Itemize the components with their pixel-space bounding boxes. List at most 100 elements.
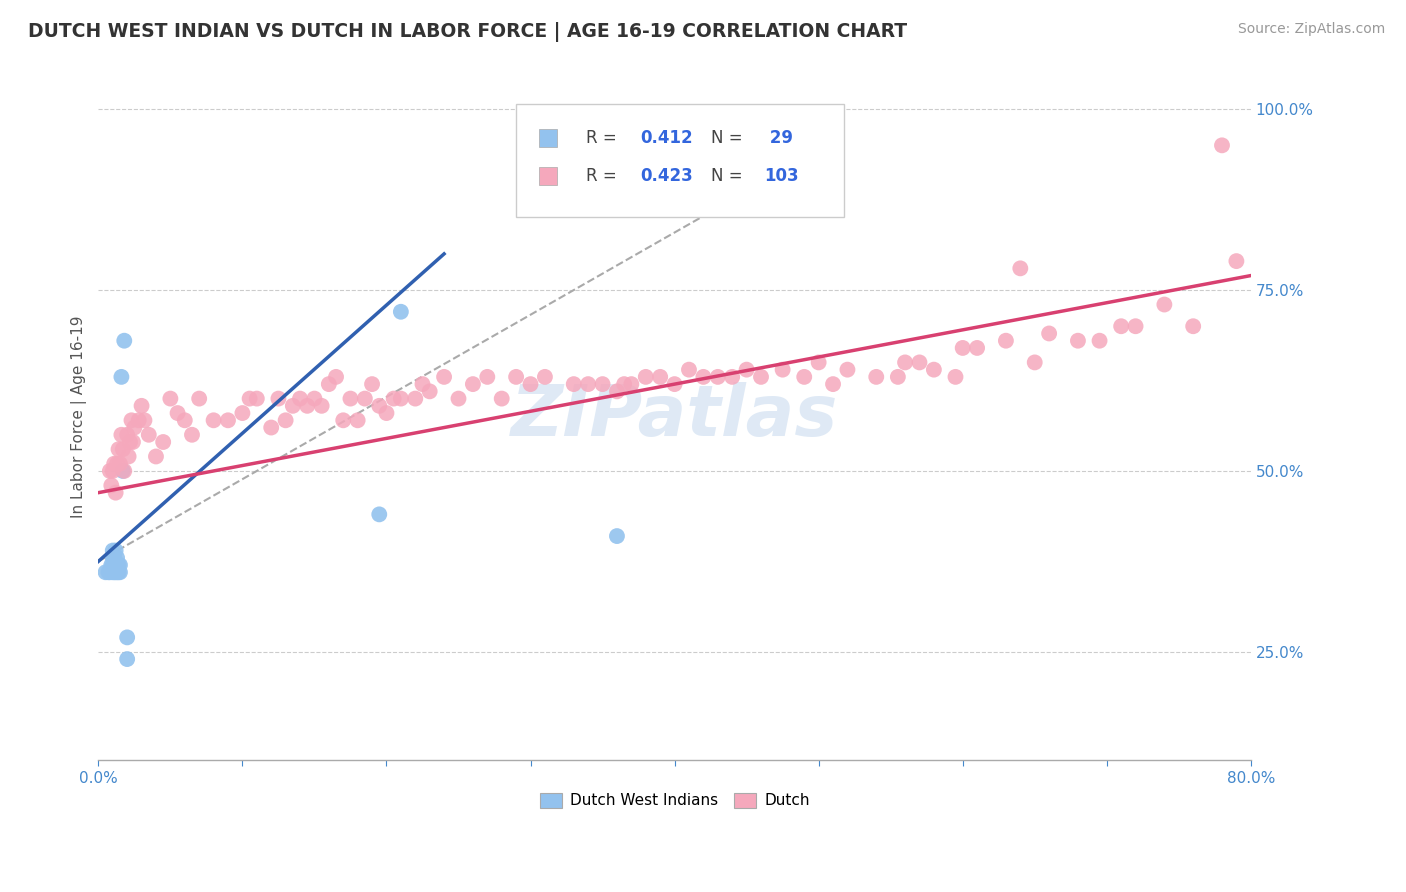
Point [101, 464, 124, 478]
Point [101, 543, 124, 558]
Point [332, 413, 354, 427]
Point [94, 566, 117, 580]
Point [368, 399, 391, 413]
Point [131, 399, 153, 413]
Point [477, 370, 499, 384]
Point [134, 413, 156, 427]
Point [1067, 334, 1090, 348]
Point [122, 435, 145, 450]
Y-axis label: In Labor Force | Age 16-19: In Labor Force | Age 16-19 [72, 316, 87, 518]
Point [260, 420, 283, 434]
Point [231, 406, 253, 420]
Point [419, 384, 441, 399]
Point [101, 550, 124, 565]
Point [382, 392, 405, 406]
Point [145, 450, 167, 464]
Point [346, 413, 368, 427]
Point [966, 341, 988, 355]
Point [117, 450, 139, 464]
Point [491, 392, 513, 406]
Point [274, 413, 297, 427]
Point [361, 377, 384, 392]
Point [375, 406, 398, 420]
Point [945, 370, 967, 384]
Point [1010, 261, 1032, 276]
Point [389, 305, 412, 319]
Point [461, 377, 484, 392]
Point [505, 370, 527, 384]
Text: DUTCH WEST INDIAN VS DUTCH IN LABOR FORCE | AGE 16-19 CORRELATION CHART: DUTCH WEST INDIAN VS DUTCH IN LABOR FORC… [28, 22, 907, 42]
Point [837, 362, 859, 376]
Point [353, 392, 375, 406]
Point [447, 392, 470, 406]
Point [606, 384, 628, 399]
Point [1211, 138, 1233, 153]
Point [620, 377, 643, 392]
Point [105, 558, 128, 572]
Point [97, 566, 120, 580]
Text: 0.412: 0.412 [640, 129, 693, 147]
Point [749, 370, 772, 384]
Point [922, 362, 945, 376]
Point [159, 392, 181, 406]
Point [104, 558, 127, 572]
Point [103, 550, 125, 565]
Point [908, 355, 931, 369]
Point [793, 370, 815, 384]
Point [104, 485, 127, 500]
Point [111, 442, 134, 457]
Point [115, 652, 138, 666]
Point [433, 370, 456, 384]
Point [246, 392, 269, 406]
Point [865, 370, 887, 384]
Point [105, 550, 128, 565]
Point [103, 566, 125, 580]
Text: N =: N = [711, 167, 748, 186]
Point [1088, 334, 1111, 348]
Text: 0.423: 0.423 [640, 167, 693, 186]
Point [107, 442, 129, 457]
Point [692, 370, 714, 384]
Point [118, 435, 141, 450]
Point [664, 377, 686, 392]
Point [103, 457, 125, 471]
Point [110, 427, 132, 442]
Point [411, 377, 433, 392]
Point [239, 392, 262, 406]
Point [202, 413, 225, 427]
Point [772, 362, 794, 376]
Point [1038, 326, 1060, 341]
Point [1153, 297, 1175, 311]
Point [98, 566, 121, 580]
Point [721, 370, 744, 384]
Point [707, 370, 730, 384]
Point [110, 370, 132, 384]
Point [288, 392, 311, 406]
Point [281, 399, 304, 413]
Point [108, 457, 131, 471]
Point [152, 435, 174, 450]
Point [311, 399, 333, 413]
Point [592, 377, 614, 392]
Point [368, 508, 391, 522]
Point [188, 392, 211, 406]
Point [952, 341, 974, 355]
Point [181, 427, 204, 442]
Point [807, 355, 830, 369]
Text: 29: 29 [765, 129, 793, 147]
Point [576, 377, 599, 392]
FancyBboxPatch shape [516, 103, 844, 218]
Point [678, 362, 700, 376]
Legend: Dutch West Indians, Dutch: Dutch West Indians, Dutch [533, 787, 815, 814]
Text: Source: ZipAtlas.com: Source: ZipAtlas.com [1237, 22, 1385, 37]
Point [107, 566, 129, 580]
Point [562, 377, 585, 392]
Point [104, 543, 127, 558]
Point [101, 566, 124, 580]
Point [1024, 355, 1046, 369]
Point [325, 370, 347, 384]
Point [104, 566, 127, 580]
Point [519, 377, 541, 392]
Text: 103: 103 [765, 167, 799, 186]
Point [107, 558, 129, 572]
